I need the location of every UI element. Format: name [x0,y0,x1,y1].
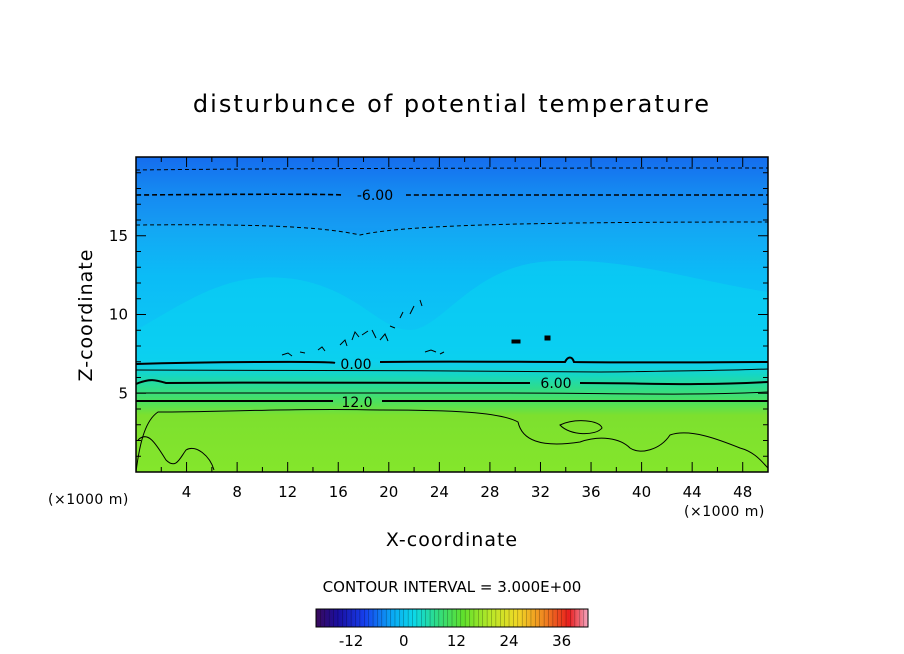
x-tick-label: 4 [182,483,192,501]
x-tick-label: 32 [531,483,550,501]
contour-line-3 [136,368,768,373]
x-tick-label: 24 [430,483,449,501]
contour-blob-lower-right [559,420,603,435]
upper-contour-fill [136,157,768,234]
colorbar-tick-label: 36 [552,632,571,650]
x-tick-label: 44 [683,483,702,501]
y-tick-label: 15 [109,227,128,245]
turbulent-contour-specks [281,299,551,357]
colorbar-tick-label: 12 [447,632,466,650]
x-tick-label: 48 [733,483,752,501]
contour-line-upper-dashed [136,167,768,171]
x-tick-label: 16 [329,483,348,501]
y-axis-tick-labels: 5 10 15 [109,227,128,403]
x-tick-label: 28 [480,483,499,501]
colorbar-fill [316,609,588,627]
contour-interval-note: CONTOUR INTERVAL = 3.000E+00 [323,578,582,596]
y-tick-label: 10 [109,306,128,324]
y-tick-label: 5 [118,384,128,402]
contour-label-twelve: 12.0 [341,395,372,411]
x-unit-label-left: (×1000 m) [48,492,129,508]
x-unit-label-right: (×1000 m) [684,504,765,520]
contour-line-lower-12 [136,408,768,472]
plot-area: -6.00 0.00 6.00 12.0 [136,157,768,472]
x-tick-label: 40 [632,483,651,501]
contour-line-zero [136,356,768,365]
bright-cyan-region [136,260,768,362]
contour-labels: -6.00 0.00 6.00 12.0 [340,188,571,411]
colorbar: -12 0 12 24 36 [315,608,589,650]
x-axis-label: X-coordinate [386,529,518,551]
colorbar-segment-lines [320,609,584,627]
colorbar-frame [315,608,589,628]
x-tick-label: 12 [278,483,297,501]
contour-label-six: 6.00 [540,376,571,392]
x-tick-label: 20 [379,483,398,501]
colorbar-tick-label: 24 [499,632,518,650]
contour-line-6 [136,379,768,386]
x-axis-ticks [160,157,744,472]
colorbar-tick-labels: -12 0 12 24 36 [339,632,571,650]
contour-label-zero: 0.00 [340,357,371,373]
contour-blob-lower-left [137,436,215,471]
contour-line-dashed-dip [136,221,768,236]
x-tick-label: 8 [232,483,242,501]
colorbar-tick-label: -12 [339,632,364,650]
x-tick-label: 36 [581,483,600,501]
contour-label-minus6: -6.00 [357,188,393,204]
contour-line-9 [136,391,768,395]
colorbar-tick-label: 0 [399,632,409,650]
y-axis-label: Z-coordinate [75,249,97,382]
x-axis-tick-labels: 4 8 12 16 20 24 28 32 36 40 44 48 [182,483,752,501]
contour-line-minus6 [136,193,768,196]
chart-title: disturbunce of potential temperature [193,90,711,118]
y-axis-ticks [136,172,768,457]
